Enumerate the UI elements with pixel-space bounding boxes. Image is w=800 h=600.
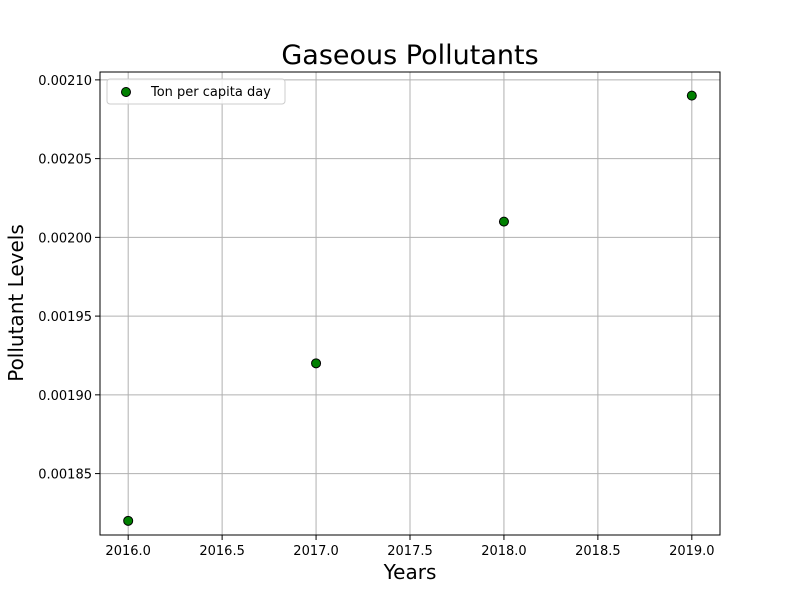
legend-box	[106, 78, 286, 105]
y-tick-label: 0.00205	[38, 153, 92, 168]
legend: Ton per capita day	[106, 78, 286, 105]
x-tick-label: 2017.5	[387, 544, 433, 559]
legend-label: Ton per capita day	[150, 85, 271, 100]
x-axis-ticks: 2016.0 2016.5 2017.0 2017.5 2018.0 2018.5 2019…	[105, 535, 715, 559]
x-tick-label: 2016.0	[105, 544, 151, 559]
scatter-point	[498, 216, 509, 227]
vertical-gridlines	[127, 72, 693, 535]
x-tick-label: 2016.5	[199, 544, 245, 559]
scatter-point	[123, 515, 134, 526]
y-tick-label: 0.00195	[38, 310, 92, 325]
x-tick-label: 2017.0	[293, 544, 339, 559]
chart-title: Gaseous Pollutants	[281, 40, 538, 71]
y-tick-label: 0.00210	[38, 74, 92, 89]
scatter-point	[311, 358, 322, 369]
x-tick-label: 2018.5	[575, 544, 621, 559]
x-axis-label: Years	[383, 560, 437, 584]
y-axis-label: Pollutant Levels	[4, 224, 28, 382]
legend-marker	[121, 87, 131, 97]
scatter-point	[686, 90, 697, 101]
x-tick-label: 2018.0	[481, 544, 527, 559]
y-tick-label: 0.00190	[38, 389, 92, 404]
x-tick-label: 2019.0	[669, 544, 715, 559]
y-tick-label: 0.00200	[38, 231, 92, 246]
y-tick-label: 0.00185	[38, 468, 92, 483]
y-axis-ticks: 0.00185 0.00190 0.00195 0.00200 0.00205 0.002…	[38, 74, 100, 483]
scatter-points	[123, 90, 697, 526]
plot-area: 2016.0 2016.5 2017.0 2017.5 2018.0 2018.5 2019…	[38, 71, 721, 559]
